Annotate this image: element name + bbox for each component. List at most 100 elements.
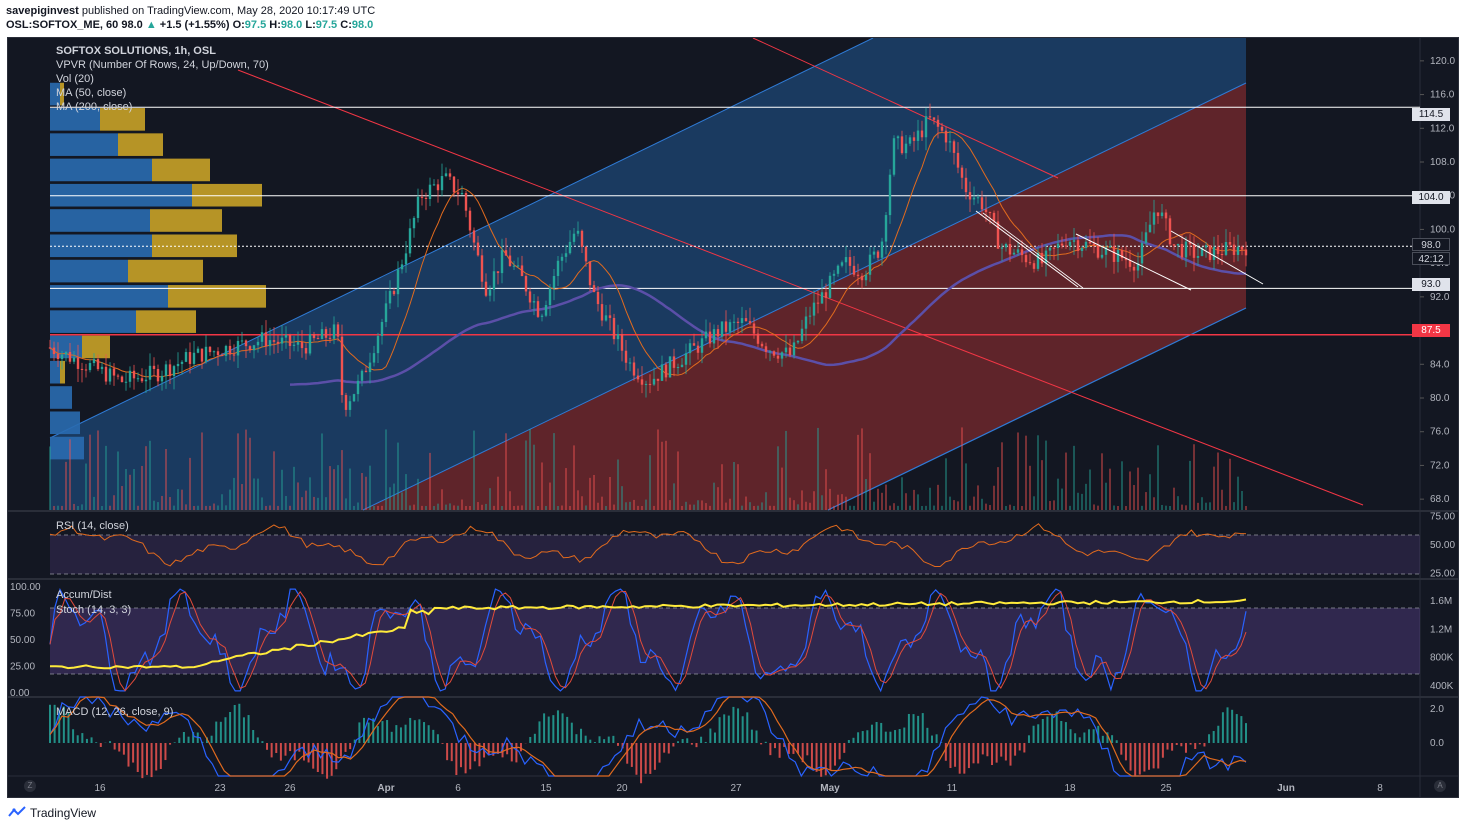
volume-bar (89, 434, 91, 510)
candle-body (496, 271, 500, 274)
author-name[interactable]: savepiginvest (6, 5, 79, 17)
volume-bar (665, 440, 667, 510)
chart-area[interactable]: 120.0116.0112.0108.0104.0100.096.092.088… (7, 37, 1459, 798)
volume-bar (285, 496, 287, 510)
up-arrow-icon: ▲ (145, 19, 157, 31)
macd-label[interactable]: MACD (12, 26, close, 9) (56, 706, 174, 718)
candle-body (328, 337, 332, 339)
macd-hist-bar (326, 743, 329, 779)
candle-body (584, 246, 588, 262)
macd-hist-bar (824, 743, 827, 776)
down-trendline-top[interactable] (752, 38, 1059, 179)
vp-row-up (50, 411, 80, 435)
channel-mid-line[interactable] (362, 82, 1247, 511)
volume-profile[interactable] (50, 82, 266, 460)
candle-body (1052, 247, 1056, 249)
candle-body (1220, 253, 1224, 255)
legend-ma200[interactable]: MA (200, close) (56, 101, 133, 113)
stoch-d-line[interactable] (49, 590, 1247, 692)
macd-hist-bar (593, 742, 596, 743)
candle-body (1184, 241, 1188, 258)
ma200-line[interactable] (289, 234, 1247, 386)
macd-hist-bar (991, 743, 994, 766)
legend-vol[interactable]: Vol (20) (56, 73, 94, 85)
accum-label[interactable]: Accum/Dist (56, 589, 112, 601)
volume-bar (237, 433, 239, 510)
volume-bar (141, 465, 143, 510)
candle-body (852, 265, 856, 275)
candle-body (940, 126, 944, 131)
macd-hist-bar (58, 710, 61, 743)
volume-bar (85, 463, 87, 510)
chart-canvas[interactable]: 120.0116.0112.0108.0104.0100.096.092.088… (8, 38, 1458, 797)
open-label: O: (232, 19, 245, 31)
candle-body (220, 355, 224, 357)
candle-body (1020, 249, 1024, 256)
volume-bar (357, 502, 359, 510)
candle-body (104, 366, 108, 382)
candle-body (1140, 243, 1144, 264)
macd-hist-bar (289, 743, 292, 752)
volume-bar (449, 503, 451, 510)
channel-lower-line[interactable] (827, 307, 1247, 511)
auto-scale-a-icon[interactable]: A (1434, 780, 1446, 792)
candle-body (700, 338, 704, 353)
volume-bar (697, 500, 699, 510)
candle-body (500, 250, 504, 274)
volume-bar (949, 496, 951, 510)
volume-bar (1021, 505, 1023, 510)
macd-hist-bar (797, 743, 800, 754)
macd-hist-bar (649, 743, 652, 774)
macd-signal-line[interactable] (49, 696, 1247, 777)
candle-body (768, 351, 772, 353)
candle-body (1024, 255, 1028, 263)
auto-scale-z-icon[interactable]: Z (24, 780, 36, 792)
time-axis[interactable]: 16 23 26 Apr 6 15 20 27 May 11 18 25 Jun 8 (94, 783, 1383, 794)
candle-body (836, 265, 840, 274)
down-trendline[interactable] (237, 69, 1364, 506)
candle-body (240, 340, 244, 342)
volume-bar (1013, 505, 1015, 510)
volume-bar (1161, 504, 1163, 510)
macd-hist-bar (302, 743, 305, 761)
legend-ma50[interactable]: MA (50, close) (56, 87, 127, 99)
candle-body (744, 318, 748, 322)
macd-hist-bar (159, 743, 162, 769)
vp-row-down (136, 310, 196, 333)
volume-bar (101, 505, 103, 510)
volume-bar (585, 505, 587, 510)
accum-dist-line[interactable] (50, 598, 1247, 670)
legend-vpvr[interactable]: VPVR (Number Of Rows, 24, Up/Down, 70) (56, 59, 269, 71)
candle-body (588, 261, 592, 286)
volume-bar (1001, 442, 1003, 510)
volume-bar (561, 505, 563, 510)
tradingview-brand[interactable]: TradingView (8, 806, 96, 820)
rsi-line[interactable] (49, 523, 1247, 567)
volume-bar (409, 505, 411, 510)
candle-body (200, 348, 204, 362)
candle-body (920, 130, 924, 138)
candle-body (1012, 252, 1016, 255)
price-candles[interactable] (48, 103, 1248, 417)
volume-bar (921, 505, 923, 510)
macd-hist-bar (589, 739, 592, 743)
drawn-trendlines[interactable] (975, 210, 1264, 291)
volume-bar (1033, 496, 1035, 510)
volume-bar (377, 505, 379, 510)
brand-label: TradingView (30, 806, 97, 820)
volume-bar (161, 495, 163, 510)
candle-body (1232, 244, 1236, 255)
macd-hist-bar (298, 743, 301, 752)
volume-bar (997, 467, 999, 510)
stoch-label[interactable]: Stoch (14, 3, 3) (56, 604, 132, 616)
channel-upper-line[interactable] (49, 38, 874, 439)
rsi-label[interactable]: RSI (14, close) (56, 520, 129, 532)
macd-hist-bar (1078, 737, 1081, 743)
candle-body (528, 291, 532, 303)
macd-hist-bar (1157, 743, 1160, 769)
macd-hist-bar (229, 712, 232, 743)
volume-bar (845, 496, 847, 510)
time-axis-label: Apr (377, 783, 394, 794)
volume-bar (881, 492, 883, 510)
macd-hist-bar (1009, 743, 1012, 766)
